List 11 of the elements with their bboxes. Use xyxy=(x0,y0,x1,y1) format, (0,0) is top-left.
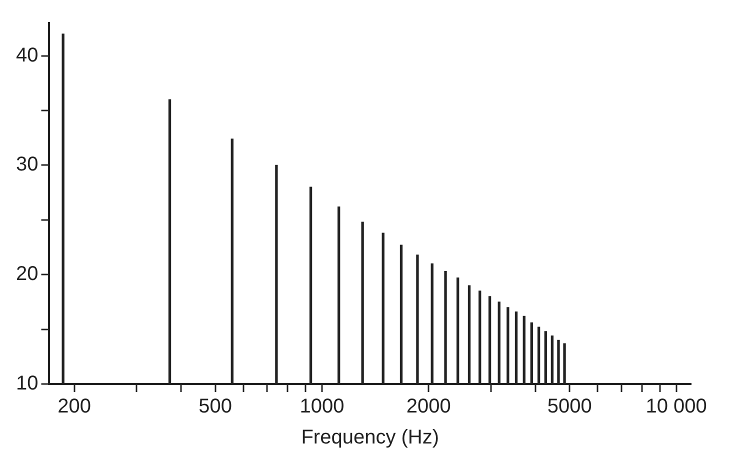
y-tick-label: 20 xyxy=(16,263,38,286)
x-tick-label: 1000 xyxy=(300,396,344,418)
y-tick-label: 30 xyxy=(16,154,38,176)
y-tick-label: 10 xyxy=(16,372,38,395)
x-tick-label: 10 000 xyxy=(646,396,707,418)
y-tick-label: 40 xyxy=(16,44,38,66)
x-tick-label: 2000 xyxy=(406,396,451,418)
x-axis-title: Frequency (Hz) xyxy=(301,426,440,449)
x-tick-label: 500 xyxy=(198,396,232,418)
x-tick-label: 5000 xyxy=(547,396,592,418)
x-tick-label: 200 xyxy=(58,396,91,418)
